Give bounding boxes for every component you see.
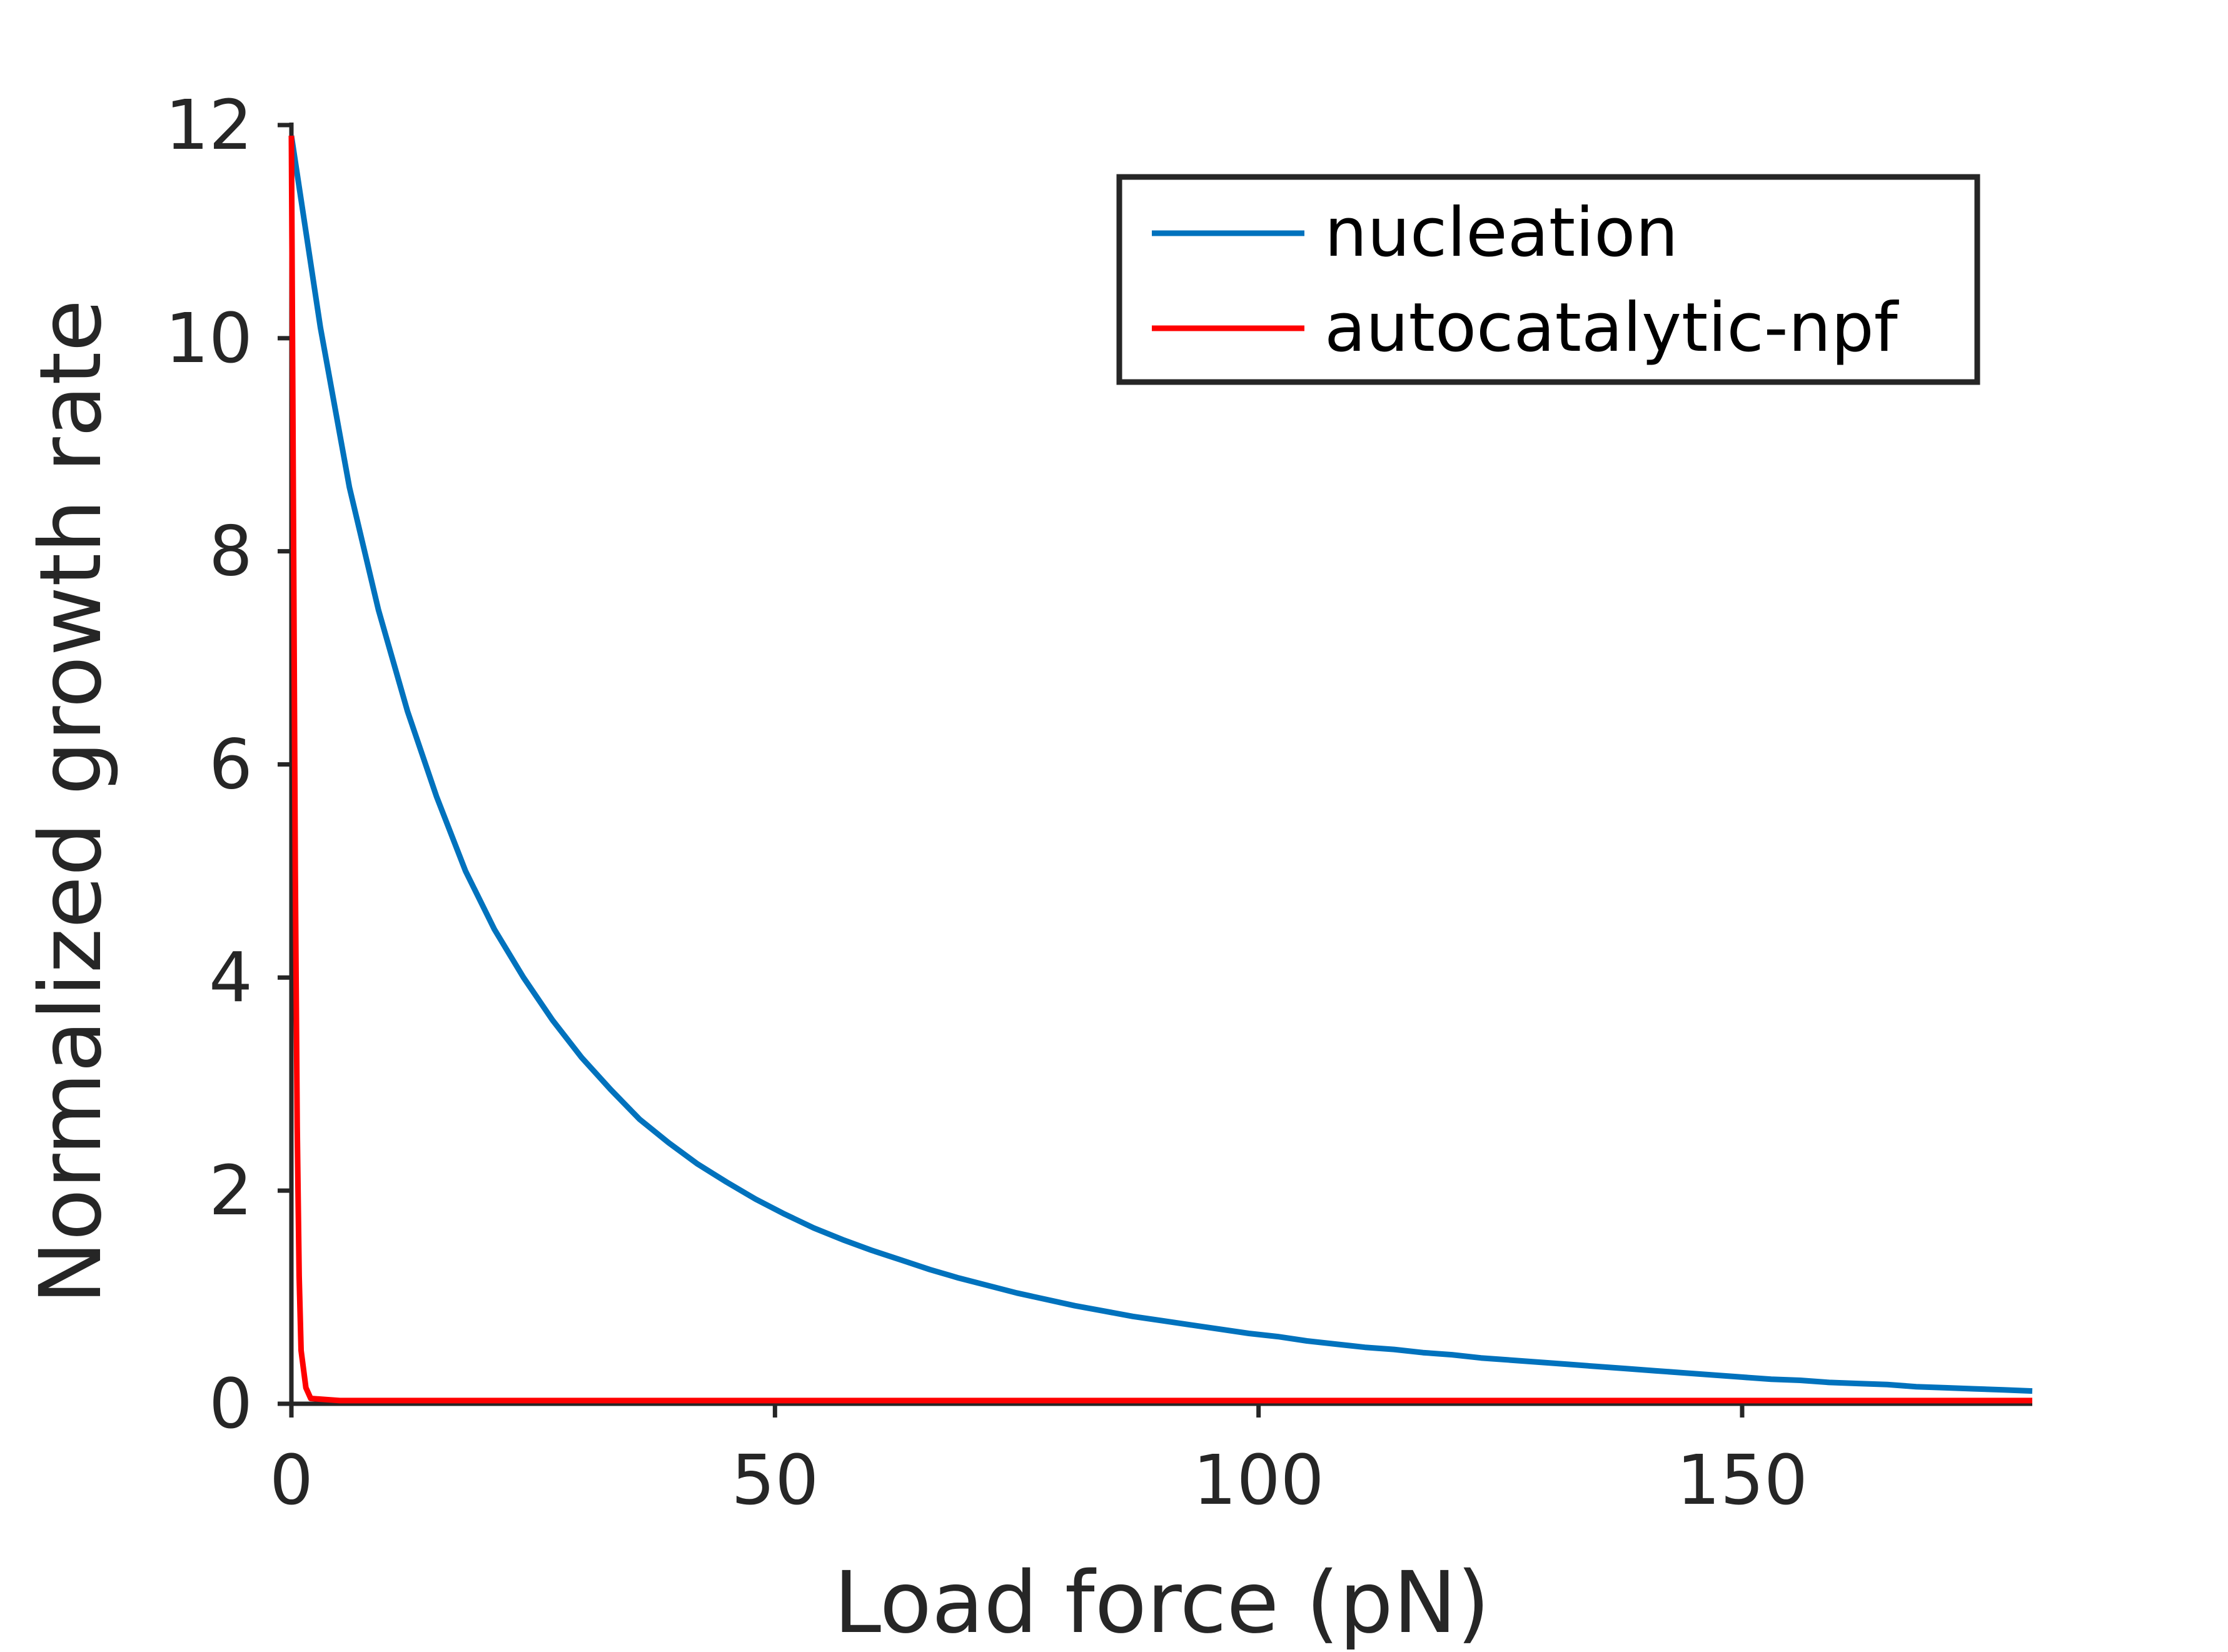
y-tick-label: 0 bbox=[209, 1364, 253, 1444]
legend: nucleation autocatalytic-npf bbox=[1116, 174, 1980, 385]
series-line-nucleation bbox=[288, 135, 2033, 1394]
series-line-autocatalytic-npf bbox=[288, 135, 2032, 1404]
x-tick-label: 0 bbox=[270, 1440, 313, 1520]
series-layer bbox=[288, 135, 2033, 1404]
legend-label-autocatalytic-npf: autocatalytic-npf bbox=[1324, 289, 1900, 367]
x-tick-label: 50 bbox=[731, 1440, 819, 1520]
x-axis-title: Load force (pN) bbox=[834, 1554, 1490, 1649]
y-tick-label: 6 bbox=[209, 725, 253, 805]
y-axis-title: Normalized growth rate bbox=[22, 300, 121, 1304]
legend-label-nucleation: nucleation bbox=[1324, 194, 1678, 272]
x-tick-label: 100 bbox=[1193, 1440, 1324, 1520]
y-tick-label: 10 bbox=[165, 298, 253, 378]
axes: 0 50 100 150 0 2 4 6 8 10 12 bbox=[165, 85, 2032, 1520]
y-tick-label: 12 bbox=[165, 85, 253, 165]
y-tick-label: 8 bbox=[209, 511, 253, 592]
y-tick-label: 4 bbox=[209, 937, 253, 1017]
legend-box bbox=[1116, 174, 1980, 385]
y-tick-label: 2 bbox=[209, 1151, 253, 1231]
x-tick-label: 150 bbox=[1676, 1440, 1808, 1520]
